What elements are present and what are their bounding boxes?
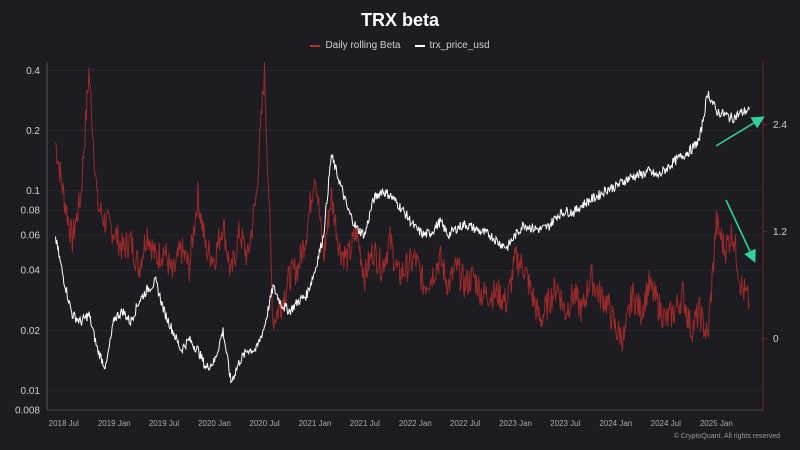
x-tick-label: 2022 Jul	[450, 419, 480, 428]
y-left-tick-label: 0.01	[21, 386, 41, 397]
x-tick-label: 2021 Jan	[299, 419, 332, 428]
y-left-tick-label: 0.008	[15, 406, 40, 417]
chart-legend: Daily rolling Beta trx_price_usd	[0, 40, 800, 51]
x-tick-label: 2023 Jan	[499, 419, 532, 428]
legend-swatch-beta	[310, 44, 321, 47]
x-tick-label: 2025 Jan	[700, 419, 733, 428]
y-right-tick-label: 1.2	[773, 227, 787, 238]
y-left-tick-label: 0.08	[21, 206, 41, 217]
y-left-tick-label: 0.06	[21, 231, 41, 242]
x-tick-label: 2019 Jan	[98, 419, 131, 428]
x-tick-label: 2022 Jan	[399, 419, 432, 428]
x-tick-label: 2018 Jul	[49, 419, 79, 428]
legend-swatch-price	[414, 44, 425, 47]
x-tick-label: 2024 Jan	[599, 419, 632, 428]
series-line-trx-price	[55, 91, 750, 384]
copyright-footer: © CryptoQuant. All rights reserved	[673, 433, 780, 440]
chart-title: TRX beta	[360, 10, 439, 30]
legend-item-beta[interactable]: Daily rolling Beta	[310, 40, 401, 51]
x-tick-label: 2023 Jul	[550, 419, 580, 428]
x-tick-label: 2024 Jul	[651, 419, 681, 428]
y-left-tick-label: 0.1	[26, 186, 40, 197]
y-left-tick-label: 0.02	[21, 326, 41, 337]
y-left-tick-label: 0.4	[26, 66, 40, 77]
x-tick-label: 2020 Jul	[249, 419, 279, 428]
x-tick-label: 2019 Jul	[149, 419, 179, 428]
annotation-arrow-up	[715, 116, 765, 147]
legend-label-beta: Daily rolling Beta	[325, 40, 401, 51]
y-right-tick-label: 0	[773, 334, 779, 345]
y-left-tick-label: 0.2	[26, 126, 40, 137]
annotation-arrow-down	[725, 199, 756, 263]
y-left-tick-label: 0.04	[21, 266, 41, 277]
x-tick-label: 2021 Jul	[350, 419, 380, 428]
y-right-tick-label: 2.4	[773, 120, 787, 131]
series-line-daily-rolling-beta	[55, 61, 750, 352]
legend-item-price[interactable]: trx_price_usd	[414, 40, 490, 51]
legend-label-price: trx_price_usd	[429, 40, 490, 51]
x-tick-label: 2020 Jan	[198, 419, 231, 428]
